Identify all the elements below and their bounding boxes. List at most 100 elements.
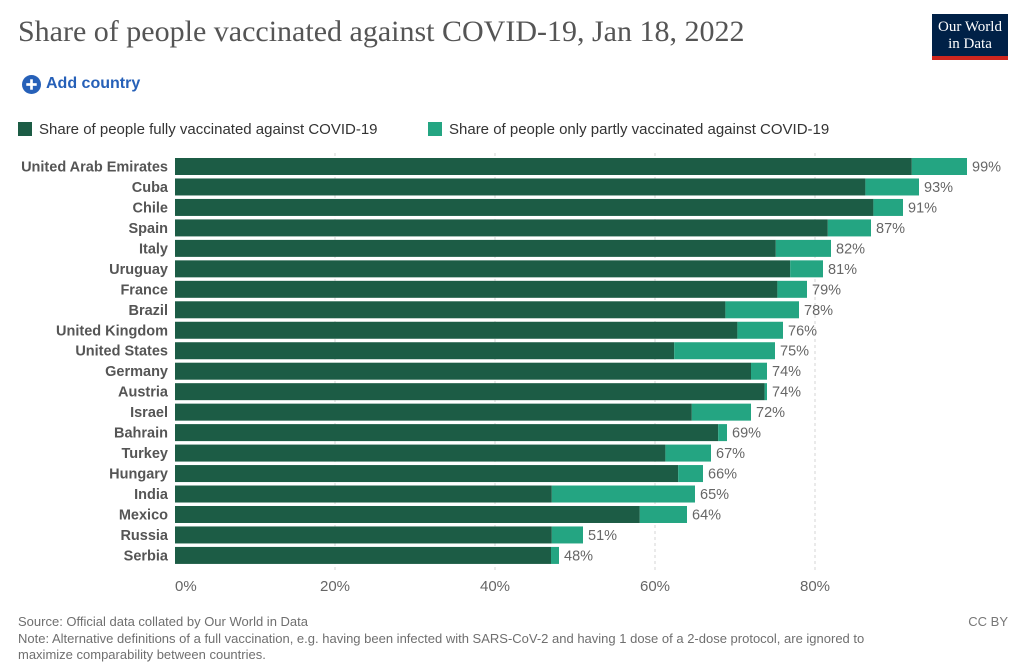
country-label-germany: Germany bbox=[105, 364, 168, 380]
bar-fully-vaccinated-hungary bbox=[175, 465, 679, 483]
logo-text-line-2: in Data bbox=[948, 36, 992, 52]
x-tick-label-0: 0% bbox=[175, 578, 197, 595]
data-labels: 99% 93% 91%87% 82% 81% 79% 78% 76% 75% 74% 74% 72% 6… bbox=[564, 160, 1001, 565]
bar-fully-vaccinated-serbia bbox=[175, 546, 551, 564]
bar-fully-vaccinated-cuba bbox=[175, 178, 866, 196]
legend-item-partly-vaccinated: Share of people only partly vaccinated a… bbox=[428, 120, 829, 138]
add-country-label: Add country bbox=[46, 75, 141, 92]
bar-partly-vaccinated-germany bbox=[751, 362, 767, 380]
bar-partly-vaccinated-italy bbox=[775, 239, 831, 257]
country-labels: United Arab Emirates Cuba Chile Spain Italy U… bbox=[21, 160, 169, 565]
bar-partly-vaccinated-serbia bbox=[551, 546, 559, 564]
x-tick-label-20: 20% bbox=[320, 578, 350, 595]
bar-fully-vaccinated-chile bbox=[175, 198, 874, 216]
data-label-hungary: 66% bbox=[708, 467, 737, 483]
bar-partly-vaccinated-cuba bbox=[865, 178, 919, 196]
bar-partly-vaccinated-uruguay bbox=[790, 260, 823, 278]
data-label-india: 65% bbox=[700, 487, 729, 503]
country-label-united-arab-emirates: United Arab Emirates bbox=[21, 160, 168, 176]
data-label-mexico: 64% bbox=[692, 507, 721, 523]
bar-partly-vaccinated-bahrain bbox=[718, 424, 727, 442]
bar-partly-vaccinated-austria bbox=[764, 383, 767, 401]
owid-logo[interactable]: Our World in Data bbox=[932, 14, 1008, 60]
country-label-uruguay: Uruguay bbox=[109, 262, 168, 278]
bar-fully-vaccinated-turkey bbox=[175, 444, 666, 462]
country-label-austria: Austria bbox=[118, 385, 169, 401]
plus-circle-icon bbox=[22, 74, 41, 94]
bar-fully-vaccinated-india bbox=[175, 485, 552, 503]
note-line-2: maximize comparability between countries… bbox=[18, 647, 266, 662]
add-country-button[interactable]: Add country bbox=[22, 73, 140, 95]
logo-underline bbox=[932, 56, 1008, 60]
bar-fully-vaccinated-mexico bbox=[175, 505, 640, 523]
data-label-israel: 72% bbox=[756, 405, 785, 421]
data-label-bahrain: 69% bbox=[732, 426, 761, 442]
data-label-chile: 91% bbox=[908, 200, 937, 216]
bars bbox=[175, 158, 967, 564]
legend-swatch-fully-vaccinated bbox=[18, 122, 32, 136]
bar-partly-vaccinated-united-arab-emirates bbox=[911, 158, 967, 175]
bar-fully-vaccinated-united-arab-emirates bbox=[175, 158, 912, 175]
bar-partly-vaccinated-russia bbox=[551, 526, 583, 544]
bar-fully-vaccinated-italy bbox=[175, 239, 776, 257]
data-label-france: 79% bbox=[812, 282, 841, 298]
data-label-serbia: 48% bbox=[564, 548, 593, 564]
legend-item-fully-vaccinated: Share of people fully vaccinated against… bbox=[18, 120, 378, 138]
note-line-1: Note: Alternative definitions of a full … bbox=[18, 631, 865, 646]
country-label-france: France bbox=[120, 282, 168, 298]
bar-fully-vaccinated-israel bbox=[175, 403, 692, 421]
data-label-germany: 74% bbox=[772, 364, 801, 380]
logo-text-line-1: Our World bbox=[938, 19, 1002, 35]
country-label-turkey: Turkey bbox=[122, 446, 168, 462]
bar-fully-vaccinated-russia bbox=[175, 526, 552, 544]
country-label-russia: Russia bbox=[120, 528, 168, 544]
bar-partly-vaccinated-india bbox=[551, 485, 695, 503]
data-label-russia: 51% bbox=[588, 528, 617, 544]
data-label-uruguay: 81% bbox=[828, 262, 857, 278]
bar-fully-vaccinated-united-states bbox=[175, 342, 675, 360]
data-label-spain: 87% bbox=[876, 221, 905, 237]
legend-label-partly-vaccinated: Share of people only partly vaccinated a… bbox=[449, 120, 830, 138]
data-label-turkey: 67% bbox=[716, 446, 745, 462]
x-tick-label-40: 40% bbox=[480, 578, 510, 595]
license-link[interactable]: CC BY bbox=[968, 614, 1008, 629]
country-label-hungary: Hungary bbox=[109, 467, 168, 483]
country-label-italy: Italy bbox=[139, 241, 168, 257]
data-label-united-kingdom: 76% bbox=[788, 323, 817, 339]
country-label-mexico: Mexico bbox=[119, 507, 168, 523]
country-label-brazil: Brazil bbox=[129, 303, 169, 319]
x-tick-label-80: 80% bbox=[800, 578, 830, 595]
data-label-italy: 82% bbox=[836, 241, 865, 257]
data-label-austria: 74% bbox=[772, 385, 801, 401]
country-label-spain: Spain bbox=[129, 221, 168, 237]
bar-partly-vaccinated-united-states bbox=[674, 342, 775, 360]
country-label-united-states: United States bbox=[75, 344, 168, 360]
bar-partly-vaccinated-france bbox=[777, 280, 807, 298]
country-label-bahrain: Bahrain bbox=[114, 426, 168, 442]
legend-label-fully-vaccinated: Share of people fully vaccinated against… bbox=[39, 120, 378, 138]
x-tick-label-60: 60% bbox=[640, 578, 670, 595]
legend-swatch-partly-vaccinated bbox=[428, 122, 442, 136]
data-label-united-states: 75% bbox=[780, 344, 809, 360]
stacked-bar-chart: 0% 20% 40% 60% 80% United Arab Emirates Cuba Ch… bbox=[21, 153, 1001, 595]
bar-partly-vaccinated-turkey bbox=[665, 444, 711, 462]
bar-fully-vaccinated-spain bbox=[175, 219, 828, 237]
country-label-united-kingdom: United Kingdom bbox=[56, 323, 168, 339]
bar-partly-vaccinated-hungary bbox=[678, 465, 703, 483]
country-label-cuba: Cuba bbox=[132, 180, 169, 196]
data-label-brazil: 78% bbox=[804, 303, 833, 319]
bar-fully-vaccinated-bahrain bbox=[175, 424, 719, 442]
bar-fully-vaccinated-germany bbox=[175, 362, 751, 380]
bar-fully-vaccinated-uruguay bbox=[175, 260, 791, 278]
country-label-serbia: Serbia bbox=[124, 548, 169, 564]
bar-fully-vaccinated-united-kingdom bbox=[175, 321, 738, 339]
country-label-india: India bbox=[134, 487, 169, 503]
chart-title: Share of people vaccinated against COVID… bbox=[18, 15, 745, 48]
source-note: Source: Official data collated by Our Wo… bbox=[18, 614, 308, 629]
x-axis: 0% 20% 40% 60% 80% bbox=[175, 578, 830, 595]
country-label-chile: Chile bbox=[133, 200, 168, 216]
bar-fully-vaccinated-austria bbox=[175, 383, 765, 401]
bar-fully-vaccinated-france bbox=[175, 280, 778, 298]
bar-fully-vaccinated-brazil bbox=[175, 301, 726, 319]
bar-partly-vaccinated-mexico bbox=[639, 505, 687, 523]
